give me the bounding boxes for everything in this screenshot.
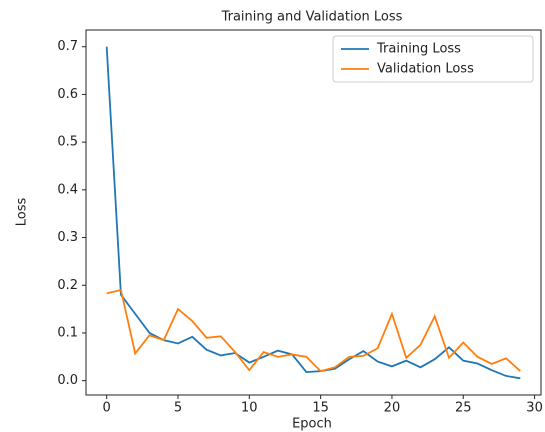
y-axis-label: Loss (15, 198, 30, 227)
x-tick-label: 5 (174, 401, 182, 416)
x-axis-label: Epoch (292, 417, 332, 432)
x-tick-label: 15 (312, 401, 329, 416)
chart-title: Training and Validation Loss (221, 10, 403, 25)
x-tick-label: 20 (384, 401, 401, 416)
legend-label: Validation Loss (377, 62, 474, 77)
y-tick-label: 0.0 (57, 373, 78, 388)
y-tick-label: 0.7 (57, 39, 78, 54)
plot-frame (85, 29, 542, 396)
x-tick-label: 0 (103, 401, 111, 416)
y-tick-label: 0.2 (57, 278, 78, 293)
y-tick-label: 0.3 (57, 230, 78, 245)
x-tick-label: 10 (241, 401, 258, 416)
y-tick-label: 0.5 (57, 135, 78, 150)
x-tick-label: 30 (526, 401, 543, 416)
y-tick-label: 0.1 (57, 325, 78, 340)
y-tick-label: 0.4 (57, 182, 78, 197)
x-tick-label: 25 (455, 401, 472, 416)
legend-label: Training Loss (376, 42, 461, 57)
series-line (105, 46, 521, 380)
y-tick-label: 0.6 (57, 87, 78, 102)
legend-box (332, 35, 534, 83)
series-line (106, 288, 521, 373)
